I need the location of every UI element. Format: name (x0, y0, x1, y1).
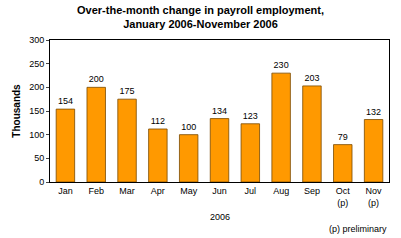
svg-text:Thousands: Thousands (11, 84, 22, 138)
svg-text:112: 112 (151, 116, 165, 126)
svg-text:300: 300 (29, 35, 44, 45)
svg-text:Jan: Jan (58, 186, 73, 196)
svg-text:154: 154 (58, 96, 73, 106)
svg-text:250: 250 (29, 59, 44, 69)
svg-text:200: 200 (89, 74, 104, 84)
svg-text:200: 200 (29, 82, 44, 92)
svg-text:150: 150 (29, 106, 44, 116)
svg-text:Jul: Jul (245, 186, 257, 196)
svg-text:Apr: Apr (151, 186, 165, 196)
svg-text:Oct(p): Oct(p) (336, 186, 351, 208)
svg-text:0: 0 (39, 177, 44, 187)
svg-text:2006: 2006 (210, 212, 230, 222)
svg-text:Sep: Sep (304, 186, 320, 196)
svg-text:134: 134 (212, 106, 227, 116)
svg-text:Jun: Jun (212, 186, 227, 196)
svg-text:(p) preliminary: (p) preliminary (329, 224, 387, 234)
svg-text:Nov(p): Nov(p) (366, 186, 383, 208)
svg-text:50: 50 (34, 153, 44, 163)
svg-text:79: 79 (338, 132, 348, 142)
svg-text:100: 100 (181, 122, 196, 132)
svg-text:Over-the-month change in payro: Over-the-month change in payroll employm… (77, 4, 324, 30)
svg-text:230: 230 (274, 60, 289, 70)
svg-text:123: 123 (243, 111, 258, 121)
svg-text:100: 100 (29, 130, 44, 140)
svg-text:Aug: Aug (273, 186, 289, 196)
svg-text:175: 175 (120, 86, 135, 96)
svg-text:May: May (180, 186, 198, 196)
svg-text:132: 132 (366, 107, 381, 117)
svg-text:Mar: Mar (119, 186, 135, 196)
svg-text:Feb: Feb (88, 186, 104, 196)
svg-text:203: 203 (304, 73, 319, 83)
